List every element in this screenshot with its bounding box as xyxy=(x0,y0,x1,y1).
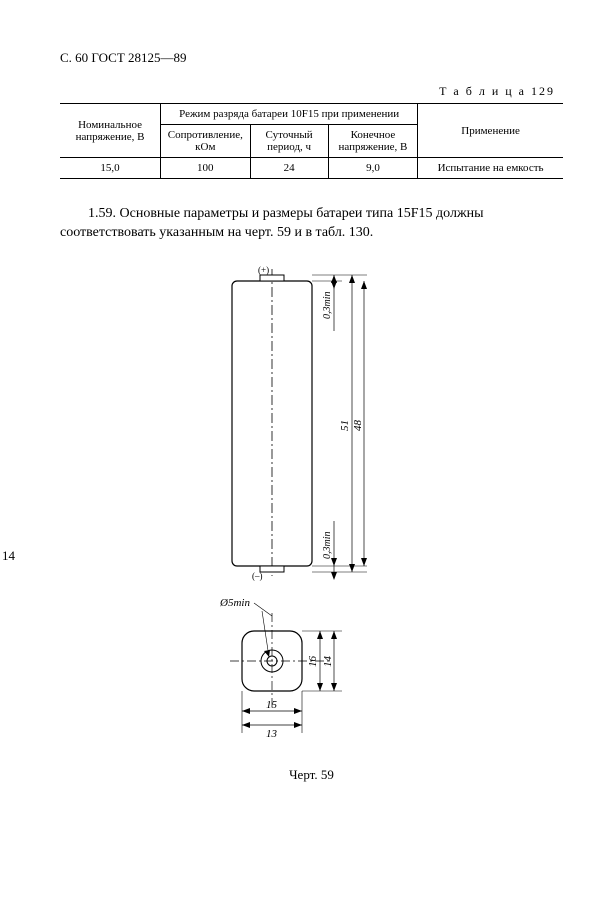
page-header: С. 60 ГОСТ 28125—89 xyxy=(60,50,563,66)
dim-phi5min: Ø5min xyxy=(219,597,250,609)
dim-48: 48 xyxy=(352,419,364,431)
technical-drawing: (+) (–) 0,3min 0,3min 51 xyxy=(162,261,462,761)
cell-period: 24 xyxy=(250,158,328,179)
minus-label: (–) xyxy=(252,571,263,581)
col-end-voltage: Конечное напряжение, В xyxy=(328,125,417,158)
discharge-table: Номинальное напряжение, В Режим разряда … xyxy=(60,103,563,179)
dim-03min-bot: 0,3min xyxy=(322,531,333,559)
cell-end-voltage: 9,0 xyxy=(328,158,417,179)
col-nominal-voltage: Номинальное напряжение, В xyxy=(60,104,161,158)
paragraph-159: 1.59. Основные параметры и размеры батар… xyxy=(60,205,563,243)
group-discharge-mode: Режим разряда батареи 10F15 при применен… xyxy=(161,104,418,125)
margin-mark: 14 xyxy=(2,548,15,564)
dim-15: 15 xyxy=(266,699,278,711)
figure-caption: Черт. 59 xyxy=(60,767,563,783)
dim-16: 16 xyxy=(307,655,319,667)
cell-resistance: 100 xyxy=(161,158,250,179)
table-row: 15,0 100 24 9,0 Испытание на емкость xyxy=(60,158,563,179)
cell-nominal: 15,0 xyxy=(60,158,161,179)
dim-03min-top: 0,3min xyxy=(322,291,333,319)
dim-51: 51 xyxy=(339,420,351,431)
dim-14: 14 xyxy=(322,655,334,667)
col-daily-period: Суточный период, ч xyxy=(250,125,328,158)
plus-label: (+) xyxy=(258,265,269,275)
table-caption: Т а б л и ц а 129 xyxy=(60,84,563,99)
cell-application: Испытание на емкость xyxy=(418,158,563,179)
col-resistance: Сопротивле­ние, кОм xyxy=(161,125,250,158)
dim-13: 13 xyxy=(266,728,278,740)
col-application: Применение xyxy=(418,104,563,158)
